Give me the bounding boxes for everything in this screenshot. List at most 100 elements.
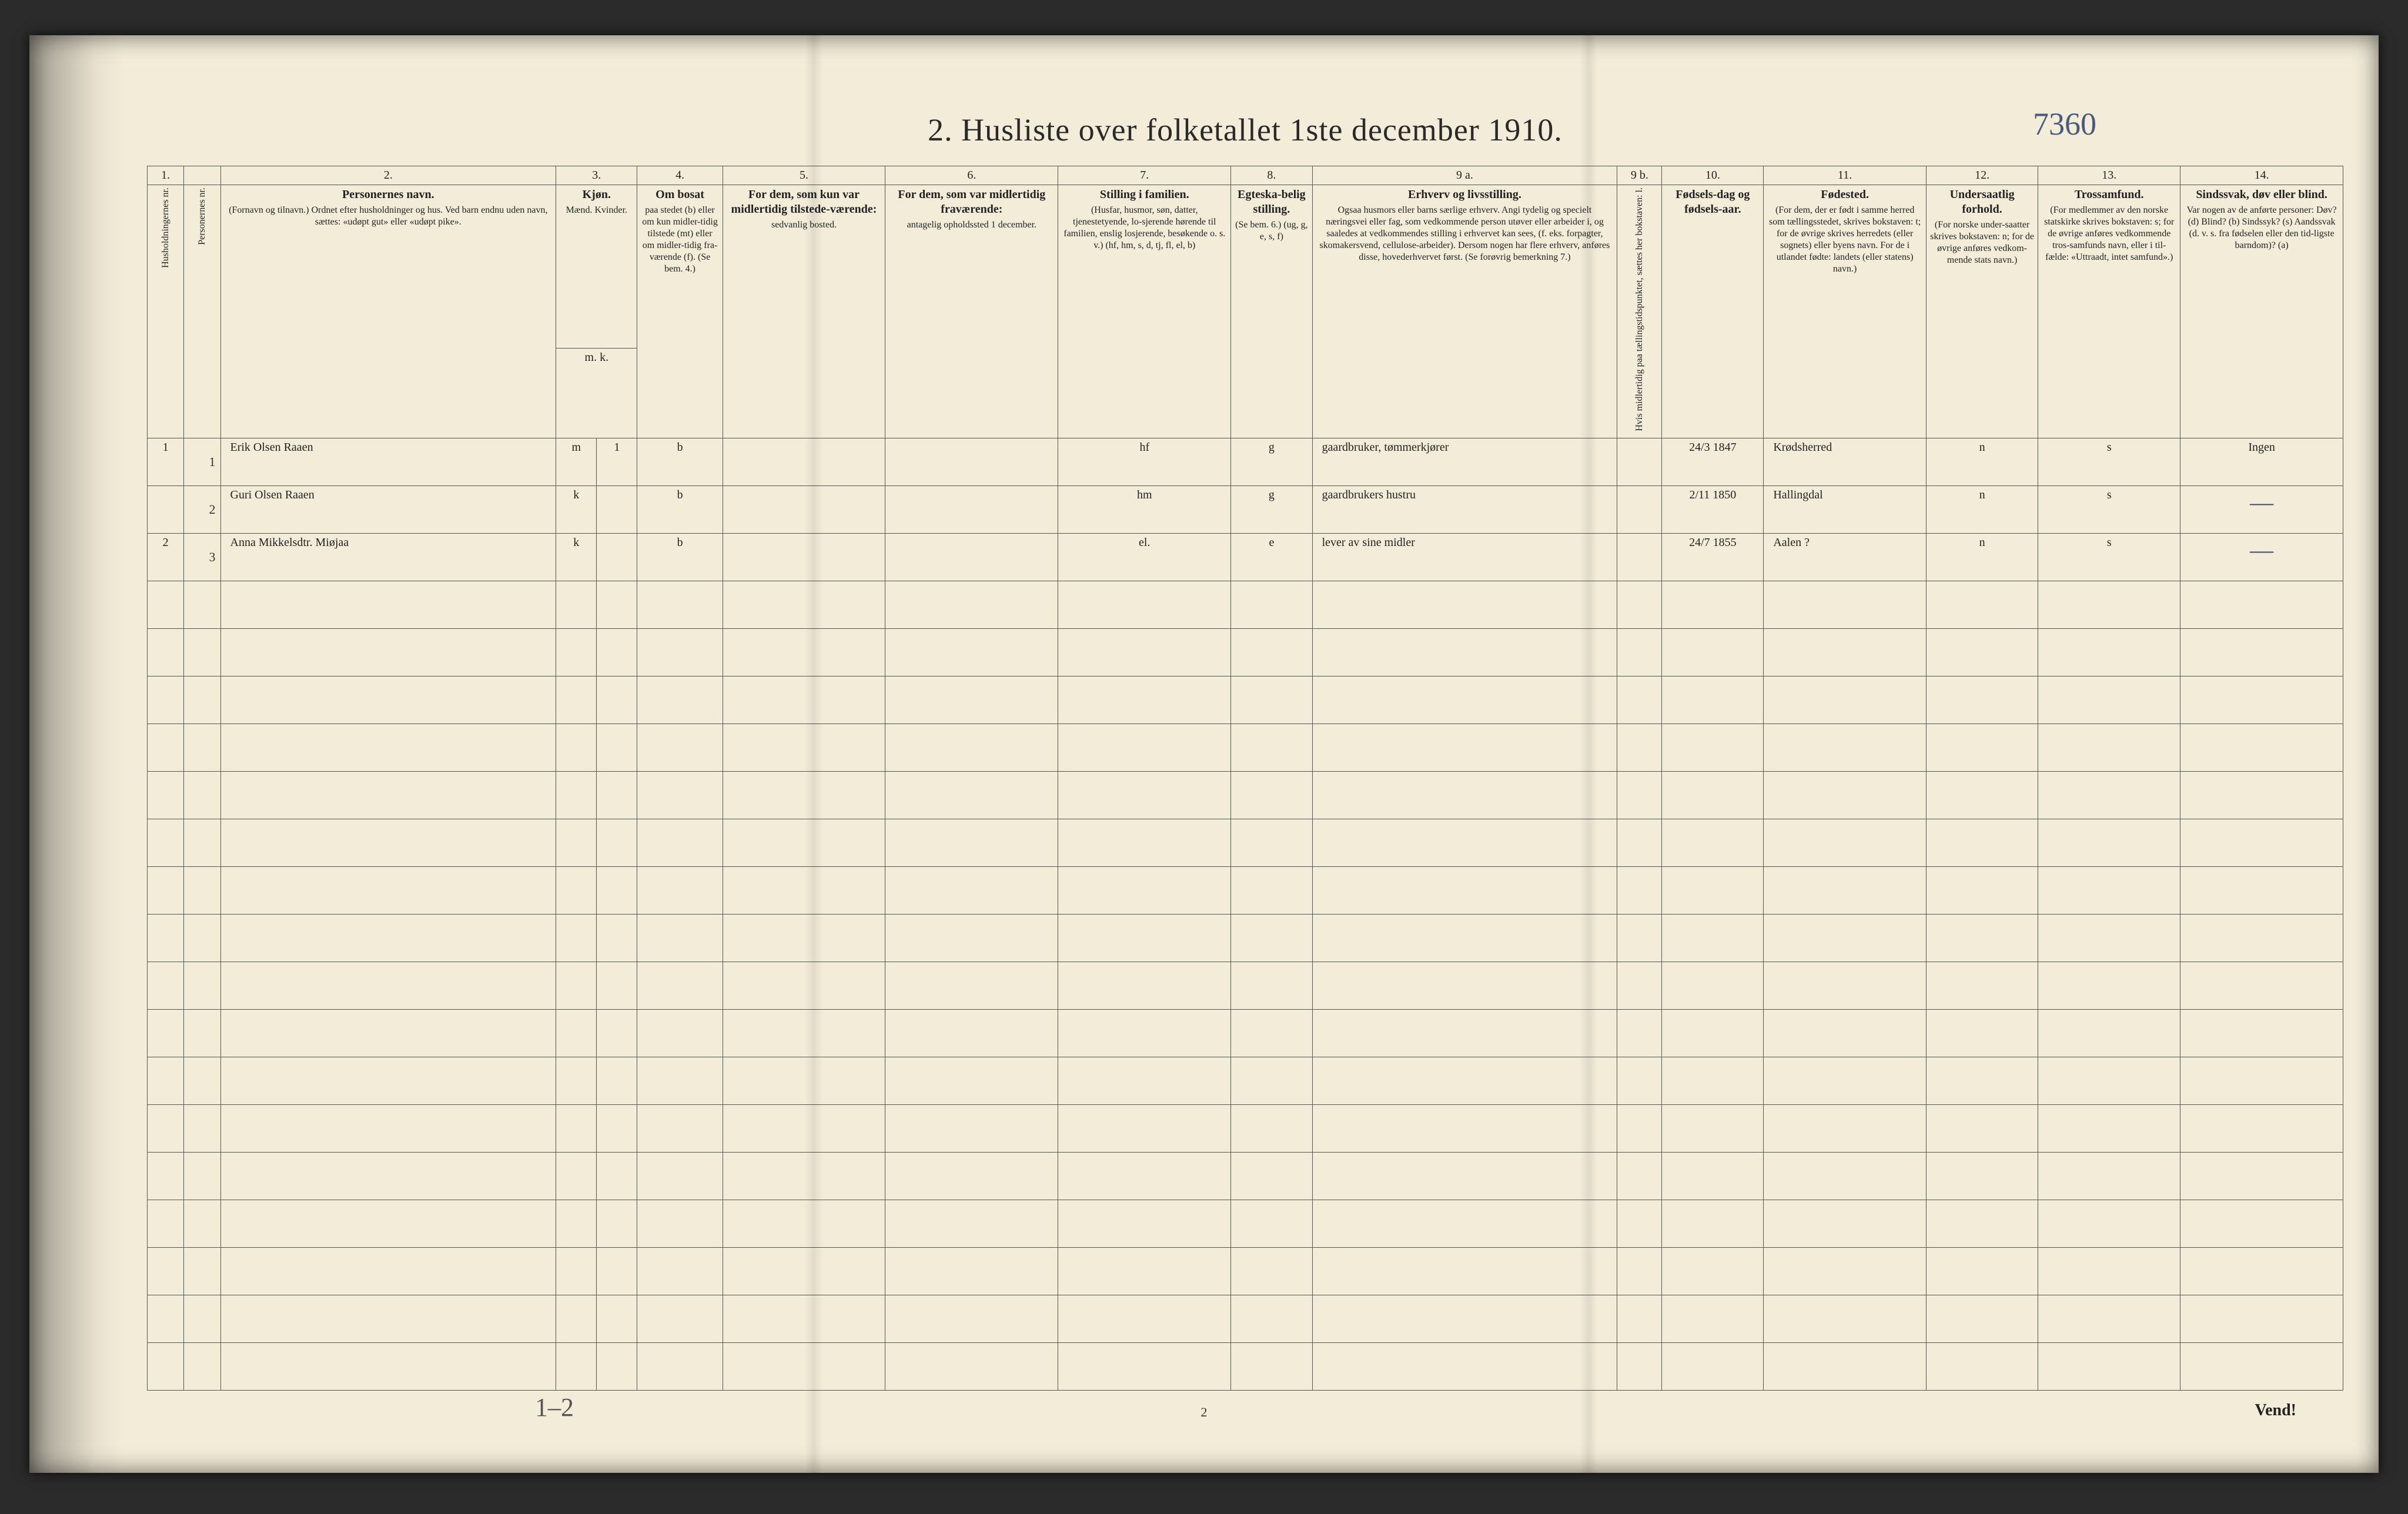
header-sub: Var nogen av de anførte personer: Døv? (… (2184, 205, 2339, 252)
cell-undersaat (1926, 581, 2038, 628)
colnum: 13. (2038, 166, 2180, 185)
cell-sex (556, 628, 597, 676)
cell-9b (1617, 485, 1662, 533)
cell-tilstede (723, 533, 885, 581)
header-label: Om bosat (641, 187, 718, 202)
cell-egteskab (1231, 819, 1312, 866)
cell-familie: el. (1058, 533, 1231, 581)
header-sub: (Se bem. 6.) (ug, g, e, s, f) (1235, 219, 1308, 243)
col-subheader-sex-mk: m. k. (556, 348, 637, 438)
table-row: 11 (148, 914, 2343, 962)
header-sub: antagelig opholdssted 1 december. (889, 219, 1054, 231)
cell-bosat: b (637, 533, 723, 581)
cell-fravaerende (885, 914, 1058, 962)
cell-household-nr (148, 581, 184, 628)
cell-tilstede (723, 1295, 885, 1342)
cell-sex-count (597, 962, 637, 1009)
cell-name (220, 628, 556, 676)
cell-9b (1617, 1104, 1662, 1152)
colnum: 11. (1764, 166, 1927, 185)
col-header-fodsel: Fødsels-dag og fødsels-aar. (1662, 185, 1764, 438)
cell-name (220, 962, 556, 1009)
cell-undersaat (1926, 1342, 2038, 1390)
header-label: Sindssvak, døv eller blind. (2184, 187, 2339, 202)
header-label: Kjøn. (560, 187, 633, 202)
cell-egteskab (1231, 1009, 1312, 1057)
cell-sindssvak: — (2180, 485, 2343, 533)
cell-household-nr (148, 1247, 184, 1295)
cell-sex-count (597, 1104, 637, 1152)
cell-fravaerende (885, 1057, 1058, 1104)
cell-9b (1617, 914, 1662, 962)
cell-erhverv (1312, 1009, 1617, 1057)
colnum: 12. (1926, 166, 2038, 185)
cell-sindssvak (2180, 723, 2343, 771)
cell-household-nr (148, 676, 184, 723)
cell-sex-count (597, 1247, 637, 1295)
col-header-familie: Stilling i familien. (Husfar, husmor, sø… (1058, 185, 1231, 438)
handwritten-footer-note: 1–2 (535, 1392, 574, 1422)
cell-erhverv (1312, 628, 1617, 676)
col-header-tilstede: For dem, som kun var midlertidig tilsted… (723, 185, 885, 438)
cell-fravaerende (885, 771, 1058, 819)
colnum: 10. (1662, 166, 1764, 185)
cell-sex-count (597, 723, 637, 771)
cell-fodested: Krødsherred (1764, 438, 1927, 485)
header-label: Egteska-belig stilling. (1235, 187, 1308, 217)
cell-familie: hf (1058, 438, 1231, 485)
cell-sindssvak (2180, 1104, 2343, 1152)
cell-household-nr (148, 771, 184, 819)
table-row: 13 (148, 1009, 2343, 1057)
table-row: 23Anna Mikkelsdtr. Miøjaakbel.elever av … (148, 533, 2343, 581)
cell-familie (1058, 1200, 1231, 1247)
cell-trossamfund: s (2038, 485, 2180, 533)
cell-tilstede (723, 1247, 885, 1295)
cell-fodsel: 24/7 1855 (1662, 533, 1764, 581)
cell-sex (556, 1247, 597, 1295)
cell-erhverv: gaardbruker, tømmerkjører (1312, 438, 1617, 485)
cell-erhverv (1312, 1200, 1617, 1247)
col-header-fodested: Fødested. (For dem, der er født i samme … (1764, 185, 1927, 438)
cell-9b (1617, 1200, 1662, 1247)
cell-9b (1617, 533, 1662, 581)
header-label: For dem, som var midlertidig fraværende: (889, 187, 1054, 217)
cell-fravaerende (885, 438, 1058, 485)
cell-9b (1617, 628, 1662, 676)
cell-9b (1617, 438, 1662, 485)
cell-household-nr (148, 628, 184, 676)
cell-household-nr (148, 723, 184, 771)
cell-fravaerende (885, 1200, 1058, 1247)
cell-9b (1617, 771, 1662, 819)
cell-tilstede (723, 723, 885, 771)
cell-erhverv (1312, 819, 1617, 866)
cell-sex (556, 1057, 597, 1104)
cell-bosat (637, 771, 723, 819)
printed-page-number: 2 (1201, 1405, 1208, 1420)
cell-fodsel (1662, 628, 1764, 676)
colnum: 9 a. (1312, 166, 1617, 185)
cell-undersaat (1926, 771, 2038, 819)
cell-sex-count (597, 914, 637, 962)
cell-9b (1617, 723, 1662, 771)
table-row: 19 (148, 1295, 2343, 1342)
cell-name (220, 581, 556, 628)
cell-sindssvak (2180, 676, 2343, 723)
cell-familie (1058, 1247, 1231, 1295)
cell-fodsel (1662, 1295, 1764, 1342)
table-row: 4 (148, 581, 2343, 628)
cell-erhverv (1312, 962, 1617, 1009)
cell-trossamfund (2038, 771, 2180, 819)
cell-fodested (1764, 676, 1927, 723)
cell-fravaerende (885, 1104, 1058, 1152)
cell-sex-count (597, 1295, 637, 1342)
cell-fodested (1764, 1009, 1927, 1057)
cell-trossamfund: s (2038, 438, 2180, 485)
cell-fodested (1764, 1104, 1927, 1152)
cell-trossamfund (2038, 914, 2180, 962)
cell-household-nr (148, 962, 184, 1009)
binding-shadow (29, 35, 123, 1473)
cell-fodsel (1662, 1200, 1764, 1247)
cell-bosat (637, 1009, 723, 1057)
cell-person-nr: 11 (184, 914, 220, 962)
table-row: 11Erik Olsen Raaenm1bhfggaardbruker, tøm… (148, 438, 2343, 485)
